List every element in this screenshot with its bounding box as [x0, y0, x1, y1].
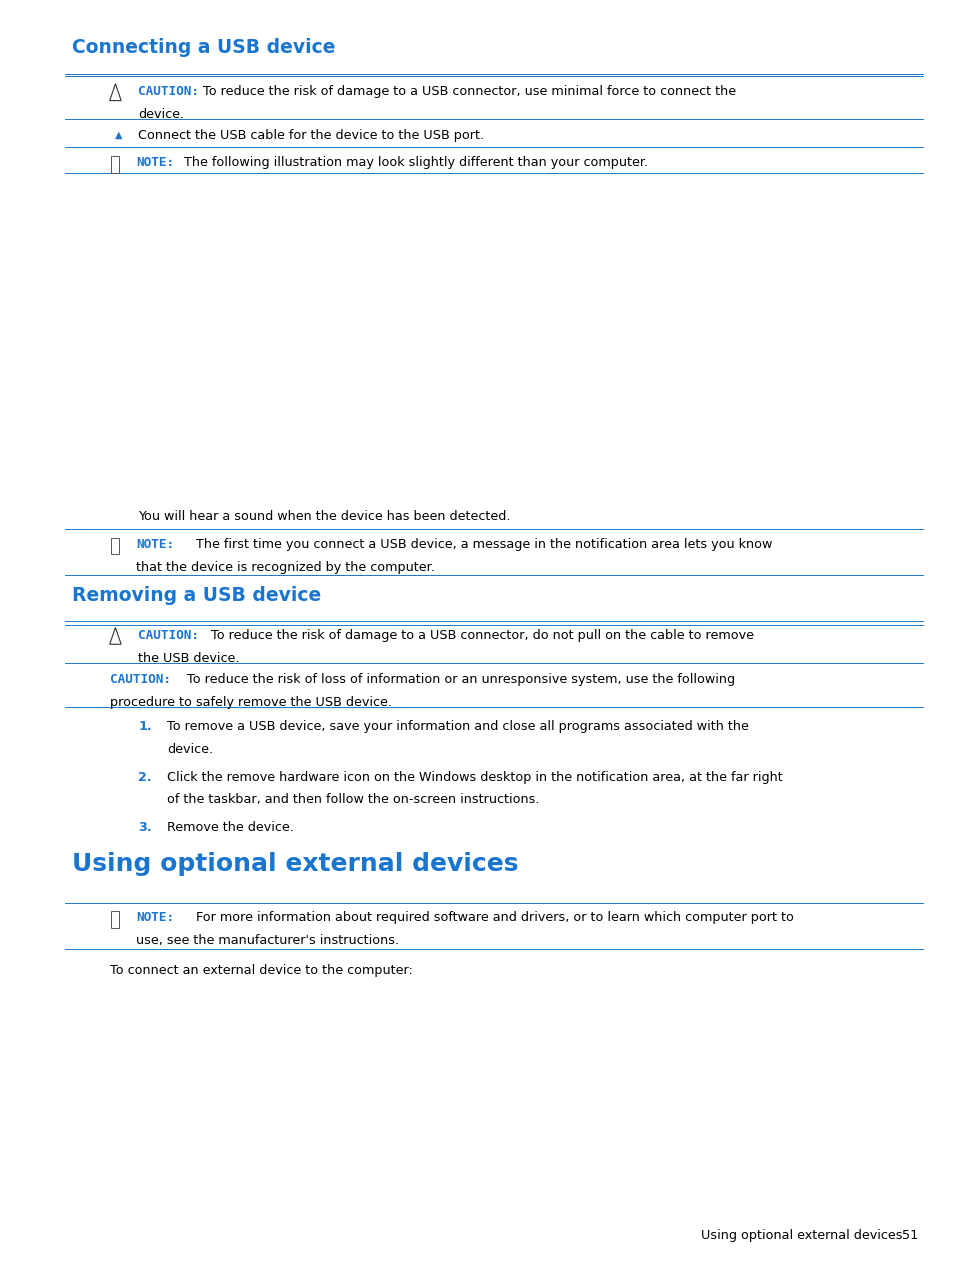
Text: Using optional external devices: Using optional external devices	[700, 1229, 902, 1242]
Text: You will hear a sound when the device has been detected.: You will hear a sound when the device ha…	[138, 509, 510, 523]
Text: device.: device.	[138, 108, 184, 121]
Text: For more information about required software and drivers, or to learn which comp: For more information about required soft…	[184, 912, 793, 925]
Text: Removing a USB device: Removing a USB device	[71, 585, 320, 605]
Text: To remove a USB device, save your information and close all programs associated : To remove a USB device, save your inform…	[167, 720, 748, 733]
Bar	[111, 156, 119, 173]
Text: The following illustration may look slightly different than your computer.: The following illustration may look slig…	[184, 156, 648, 169]
Text: CAUTION:: CAUTION:	[138, 85, 199, 98]
Text: Using optional external devices: Using optional external devices	[71, 852, 517, 876]
Text: CAUTION:: CAUTION:	[110, 673, 171, 686]
Text: Connect the USB cable for the device to the USB port.: Connect the USB cable for the device to …	[138, 130, 484, 142]
Text: 1.: 1.	[138, 720, 152, 733]
Text: NOTE:: NOTE:	[136, 156, 174, 169]
Text: CAUTION:: CAUTION:	[138, 629, 199, 641]
Text: !: !	[113, 86, 117, 95]
Text: that the device is recognized by the computer.: that the device is recognized by the com…	[136, 561, 435, 574]
Text: The first time you connect a USB device, a message in the notification area lets: The first time you connect a USB device,…	[184, 538, 772, 551]
Text: To connect an external device to the computer:: To connect an external device to the com…	[110, 964, 412, 977]
Text: To reduce the risk of damage to a USB connector, use minimal force to connect th: To reduce the risk of damage to a USB co…	[203, 85, 736, 98]
Text: device.: device.	[167, 743, 213, 756]
Text: the USB device.: the USB device.	[138, 652, 239, 664]
Text: To reduce the risk of damage to a USB connector, do not pull on the cable to rem: To reduce the risk of damage to a USB co…	[203, 629, 754, 641]
Text: NOTE:: NOTE:	[136, 912, 174, 925]
Text: To reduce the risk of loss of information or an unresponsive system, use the fol: To reduce the risk of loss of informatio…	[174, 673, 734, 686]
Text: ▲: ▲	[114, 130, 122, 140]
Text: NOTE:: NOTE:	[136, 538, 174, 551]
Bar	[111, 912, 119, 928]
Text: !: !	[113, 630, 117, 639]
Text: Click the remove hardware icon on the Windows desktop in the notification area, : Click the remove hardware icon on the Wi…	[167, 771, 781, 784]
Text: Connecting a USB device: Connecting a USB device	[71, 38, 335, 57]
Polygon shape	[110, 627, 121, 644]
Bar	[111, 538, 119, 555]
Text: of the taskbar, and then follow the on-screen instructions.: of the taskbar, and then follow the on-s…	[167, 794, 538, 806]
Text: procedure to safely remove the USB device.: procedure to safely remove the USB devic…	[110, 696, 392, 709]
Text: 51: 51	[901, 1229, 917, 1242]
Polygon shape	[110, 84, 121, 100]
Text: use, see the manufacturer's instructions.: use, see the manufacturer's instructions…	[136, 935, 399, 947]
Text: 2.: 2.	[138, 771, 152, 784]
Text: Remove the device.: Remove the device.	[167, 822, 294, 834]
Text: 3.: 3.	[138, 822, 152, 834]
